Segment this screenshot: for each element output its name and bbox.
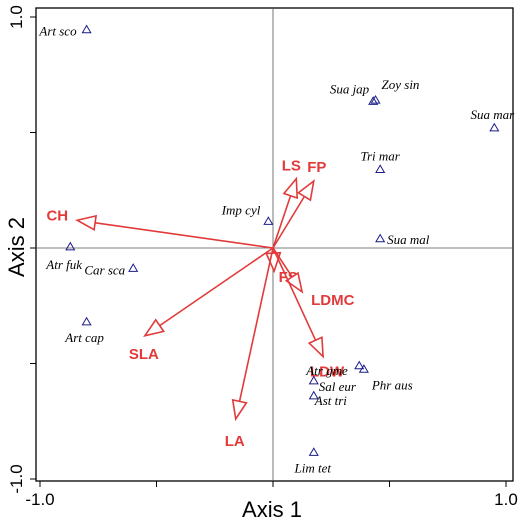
- y-tick-label: 1.0: [7, 5, 26, 29]
- x-tick-label: 1.0: [494, 490, 518, 509]
- vector-arrowhead: [297, 179, 315, 202]
- vector-arrowhead: [231, 398, 248, 422]
- vector-label: LDMC: [311, 292, 354, 309]
- triangle-marker: [263, 216, 274, 225]
- vector-shaft: [272, 247, 293, 278]
- vector-arrowhead: [75, 214, 98, 232]
- species-point: Art sco: [38, 24, 92, 39]
- vector-arrowhead: [143, 318, 165, 338]
- species-point: Sua mar: [470, 107, 515, 132]
- species-label: Car sca: [84, 262, 125, 277]
- triangle-marker: [375, 233, 386, 243]
- vector-ldmc: LDMC: [272, 247, 355, 309]
- species-point: Imp cyl: [221, 202, 274, 225]
- vector-shaft: [272, 195, 306, 249]
- x-tick-label: -1.0: [25, 490, 54, 509]
- vector-arrowhead: [282, 176, 299, 200]
- vector-sla: SLA: [129, 247, 274, 363]
- triangle-marker: [489, 122, 500, 132]
- triangle-marker: [128, 263, 139, 272]
- species-point: Atr fuk: [45, 241, 82, 272]
- triangle-marker: [308, 375, 319, 385]
- species-point: Lim tet: [294, 447, 332, 475]
- species-point: Atr gme: [305, 360, 365, 378]
- species-label: Sua mar: [470, 107, 515, 122]
- species-point: Zoy sin: [370, 77, 420, 104]
- vector-label: CH: [46, 207, 68, 224]
- triangle-marker: [375, 164, 386, 173]
- species-point: Sua jap: [330, 81, 379, 105]
- species-label: Zoy sin: [382, 77, 420, 92]
- vector-shaft: [94, 222, 274, 249]
- species-point: Ast tri: [308, 390, 348, 408]
- axes: [35, 7, 514, 482]
- species-point: Car sca: [84, 262, 139, 277]
- triangle-marker: [370, 94, 381, 104]
- species-point: Sal eur: [308, 375, 357, 394]
- vector-arrowhead: [307, 336, 325, 359]
- triangle-marker: [65, 241, 76, 251]
- vector-shaft: [159, 247, 274, 327]
- vector-ch: CH: [46, 207, 274, 249]
- vector-shaft: [272, 195, 292, 249]
- x-axis-label: Axis 1: [242, 497, 302, 522]
- species-point: Phr aus: [358, 364, 413, 392]
- vector-label: LDW: [310, 364, 345, 381]
- plot-frame: [35, 7, 514, 482]
- triangle-marker: [358, 364, 369, 373]
- triangle-marker: [354, 360, 365, 370]
- species-label: Imp cyl: [221, 202, 261, 217]
- vector-label: FP: [307, 159, 326, 176]
- tick-group: -1.0 1.0 -1.0 1.0: [7, 5, 518, 509]
- species-label: Sua jap: [330, 81, 370, 96]
- vector-label: LA: [225, 433, 245, 450]
- triangle-marker: [308, 447, 319, 456]
- vector-ldw: LDW: [272, 247, 345, 381]
- triangle-marker: [308, 390, 319, 400]
- vector-shaft: [238, 247, 274, 402]
- y-axis-label: Axis 2: [4, 217, 29, 277]
- vector-fp: FP: [272, 159, 326, 249]
- species-label: Art sco: [38, 24, 77, 39]
- species-point: Sua mal: [375, 232, 430, 247]
- species-point: Art cap: [64, 316, 104, 345]
- species-label: Sal eur: [319, 379, 357, 394]
- species-points: Art sco Sua jap Zoy sin Sua mar Tri mar Imp c…: [38, 24, 515, 476]
- species-label: Atr fuk: [45, 257, 82, 272]
- vector-label: SLA: [129, 346, 159, 363]
- triangle-marker: [81, 24, 92, 34]
- species-label: Atr gme: [305, 363, 348, 378]
- vector-ls: LS: [272, 158, 301, 249]
- species-point: Tri mar: [360, 148, 401, 173]
- y-tick-label: -1.0: [7, 464, 26, 493]
- species-label: Ast tri: [314, 393, 348, 408]
- vector-shaft: [272, 247, 317, 341]
- species-label: Sua mal: [387, 232, 430, 247]
- species-label: Lim tet: [294, 460, 332, 475]
- vector-arrowhead: [284, 271, 304, 294]
- triangle-marker: [368, 96, 379, 105]
- species-label: Art cap: [64, 330, 104, 345]
- triangle-marker: [81, 316, 92, 326]
- vector-la: LA: [225, 247, 274, 450]
- species-label: Phr aus: [371, 377, 413, 392]
- species-label: Tri mar: [360, 148, 400, 163]
- vector-label: LS: [282, 158, 301, 175]
